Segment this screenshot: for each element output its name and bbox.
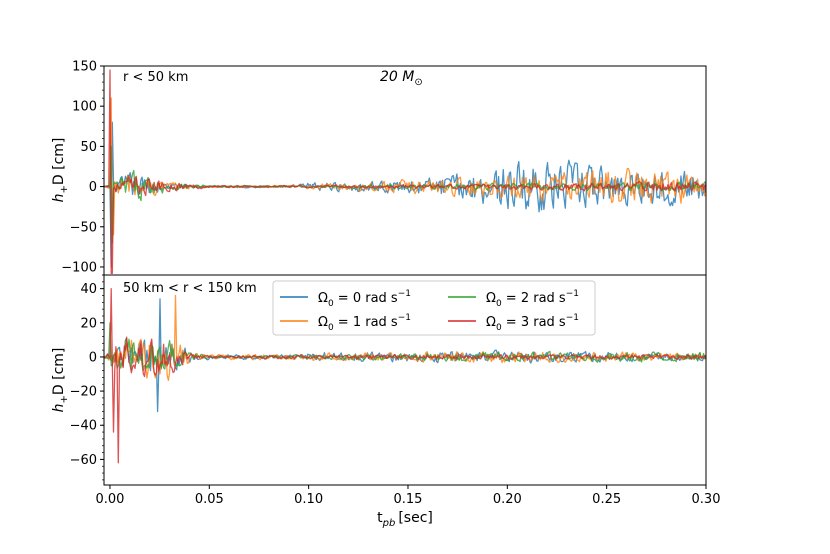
xtick-label: 0.00 (95, 492, 124, 507)
top-ylabel-sub: + (59, 185, 70, 193)
legend-entries: Ω0 = 0 rad s−1 Ω0 = 1 rad s−1 Ω0 = 2 rad s… (280, 289, 579, 333)
top-ylabel-rest: D [cm] (51, 138, 67, 186)
xtick-label: 0.10 (294, 492, 323, 507)
top-ytick-label: 150 (72, 60, 97, 75)
bottom-ytick-label: 20 (80, 316, 97, 331)
xtick-label: 0.05 (195, 492, 224, 507)
bottom-yticks: −60 −40 −20 0 20 40 (70, 274, 104, 481)
bottom-ylabel-sub: + (59, 395, 70, 403)
top-title: 20 M⊙ (380, 69, 423, 88)
xlabel-sub: pb (382, 518, 396, 529)
top-title-main: 20 M (380, 69, 414, 85)
xlabel-rest: [sec] (398, 510, 433, 526)
legend: Ω0 = 0 rad s−1 Ω0 = 1 rad s−1 Ω0 = 2 rad s… (272, 280, 596, 336)
xtick-label: 0.20 (493, 492, 522, 507)
bottom-ytick-label: 40 (80, 282, 97, 297)
bottom-axes-frame (103, 274, 707, 486)
top-series-line-2 (104, 145, 706, 244)
xtick-label: 0.15 (394, 492, 423, 507)
bottom-xticks: 0.00 0.05 0.10 0.15 0.20 0.25 0.30 (95, 485, 720, 507)
legend-label-2: Ω0 = 2 rad s−1 (486, 289, 579, 309)
top-ytick-label: −50 (70, 220, 97, 235)
bottom-xlabel: tpb [sec] (377, 510, 433, 529)
legend-box (272, 280, 596, 336)
legend-label-0: Ω0 = 0 rad s−1 (318, 289, 411, 309)
top-series-group (104, 69, 706, 275)
bottom-ylabel: h+D [cm] (51, 348, 70, 413)
top-ylabel-h: h (51, 194, 67, 203)
xtick-label: 0.30 (692, 492, 721, 507)
top-series-line-3 (104, 69, 706, 275)
top-ylabel: h+D [cm] (51, 138, 70, 203)
top-yticks: −100 −50 0 50 100 150 (61, 60, 104, 275)
top-ytick-label: 0 (89, 180, 97, 195)
bottom-ylabel-h: h (51, 404, 67, 413)
bottom-ylabel-rest: D [cm] (51, 348, 67, 396)
top-panel: −100 −50 0 50 100 150 r < 50 km 20 M⊙ h+D [cm… (51, 60, 707, 276)
bottom-ytick-label: −20 (70, 385, 97, 400)
top-axes-frame (103, 65, 707, 276)
top-series-line-1 (104, 97, 706, 236)
top-annotation: r < 50 km (123, 70, 188, 85)
bottom-ytick-label: −40 (70, 419, 97, 434)
top-ytick-label: 50 (80, 140, 97, 155)
xtick-label: 0.25 (592, 492, 621, 507)
bottom-annotation: 50 km < r < 150 km (123, 281, 257, 296)
bottom-ytick-label: −60 (70, 453, 97, 468)
bottom-series-line-3 (104, 288, 706, 464)
bottom-ytick-label: 0 (89, 350, 97, 365)
legend-label-1: Ω0 = 1 rad s−1 (318, 313, 411, 333)
bottom-series-line-1 (104, 294, 706, 382)
top-ytick-label: 100 (72, 100, 97, 115)
top-series-line-0 (104, 121, 706, 268)
xlabel-t: t (377, 510, 383, 526)
top-ytick-label: −100 (61, 260, 97, 275)
legend-label-3: Ω0 = 3 rad s−1 (486, 313, 579, 333)
top-title-sub: ⊙ (414, 77, 422, 88)
bottom-series-group (104, 288, 706, 464)
